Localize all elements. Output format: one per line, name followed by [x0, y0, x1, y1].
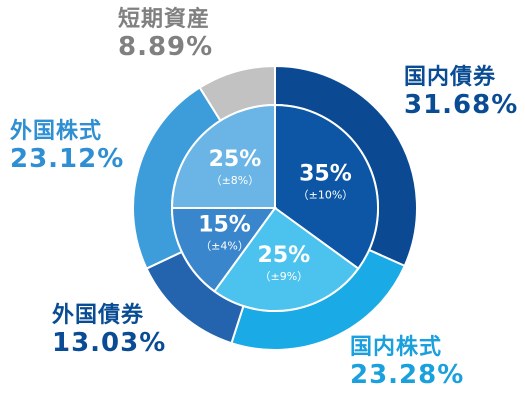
inner-pie: [170, 103, 379, 312]
label-name: 短期資産: [118, 7, 211, 32]
inner-range-label: （±8%）: [211, 174, 260, 187]
label-value: 23.28%: [350, 359, 465, 390]
inner-pct-label: 15%: [198, 213, 251, 238]
inner-range-label: （±4%）: [200, 240, 249, 253]
label-foreign-bonds: 外国債券 13.03%: [52, 303, 167, 358]
label-domestic-bonds: 国内債券 31.68%: [404, 65, 519, 120]
inner-slice-3: [170, 103, 276, 209]
inner-pct-label: 25%: [209, 147, 262, 172]
label-name: 外国債券: [52, 303, 145, 328]
inner-pct-label: 25%: [258, 243, 311, 268]
label-domestic-stocks: 国内株式 23.28%: [350, 335, 465, 390]
label-short-term-assets: 短期資産 8.89%: [118, 7, 214, 62]
label-value: 23.12%: [10, 143, 125, 174]
label-foreign-stocks: 外国株式 23.12%: [10, 119, 125, 174]
inner-slice-0: [274, 103, 379, 270]
label-name: 外国株式: [10, 119, 103, 144]
label-value: 13.03%: [52, 327, 167, 358]
inner-labels: 35% （±10%） 25% （±9%） 15% （±4%） 25% （±8%）: [198, 147, 353, 283]
inner-pct-label: 35%: [299, 161, 352, 186]
label-name: 国内債券: [404, 65, 497, 90]
inner-slice-2: [170, 207, 277, 293]
label-name: 国内株式: [350, 335, 443, 360]
inner-range-label: （±10%）: [298, 188, 354, 201]
label-value: 8.89%: [118, 31, 214, 62]
inner-slice-1: [213, 206, 360, 312]
label-value: 31.68%: [404, 89, 519, 120]
inner-range-label: （±9%）: [260, 270, 309, 283]
